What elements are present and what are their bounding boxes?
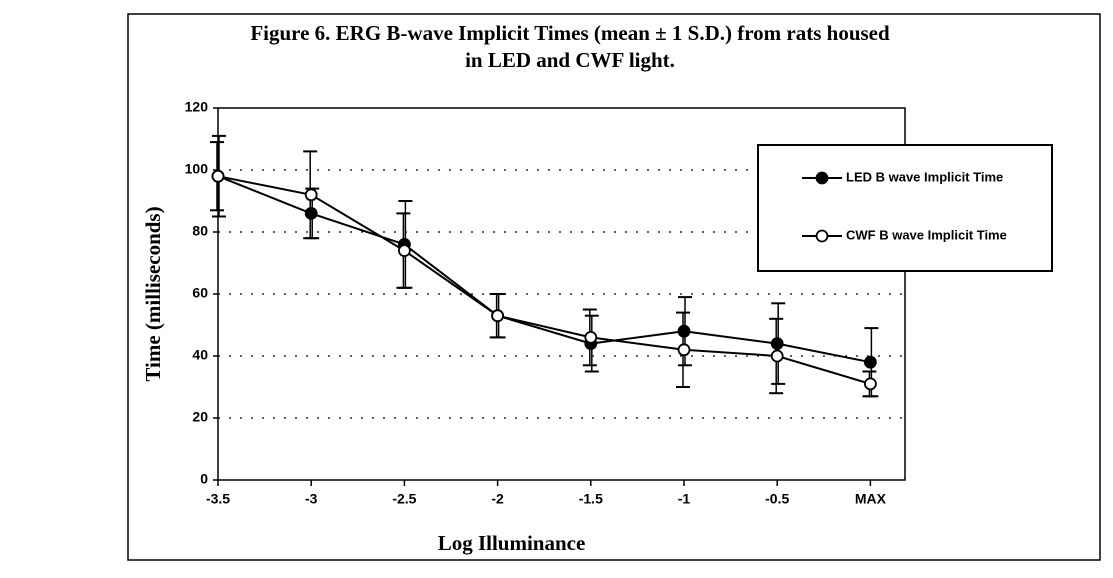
- legend-marker: [815, 229, 829, 243]
- y-axis-title: Time (milliseconds): [141, 206, 165, 381]
- x-tick-label: -2: [491, 491, 504, 507]
- chart-title: Figure 6. ERG B-wave Implicit Times (mea…: [250, 21, 890, 72]
- data-point: [491, 309, 505, 323]
- y-tick-label: 40: [192, 347, 208, 363]
- y-tick-label: 100: [185, 161, 209, 177]
- data-point: [304, 188, 318, 202]
- data-point: [864, 355, 877, 369]
- x-tick-label: MAX: [855, 491, 887, 507]
- legend-label: CWF B wave Implicit Time: [846, 227, 1007, 242]
- data-point: [677, 324, 691, 338]
- x-tick-label: -1.5: [579, 491, 603, 507]
- y-tick-label: 0: [200, 471, 208, 487]
- data-point: [864, 377, 877, 391]
- data-point: [304, 206, 318, 220]
- legend-marker: [815, 171, 829, 185]
- y-tick-label: 20: [192, 409, 208, 425]
- data-point: [397, 244, 411, 258]
- y-tick-label: 80: [192, 223, 208, 239]
- x-tick-label: -3: [305, 491, 318, 507]
- data-point: [211, 169, 225, 183]
- x-tick-label: -3.5: [206, 491, 230, 507]
- x-tick-label: -1: [678, 491, 691, 507]
- legend-box: [757, 144, 1053, 272]
- legend-label: LED B wave Implicit Time: [846, 169, 1003, 184]
- chart-frame: [127, 13, 1101, 561]
- x-tick-label: -2.5: [392, 491, 416, 507]
- data-point: [677, 343, 691, 357]
- y-tick-label: 120: [185, 99, 209, 115]
- x-axis-title: Log Illuminance: [438, 531, 586, 555]
- y-tick-label: 60: [192, 285, 208, 301]
- data-point: [584, 330, 598, 344]
- data-point: [770, 337, 784, 351]
- series-line: [217, 175, 871, 385]
- x-tick-label: -0.5: [765, 491, 789, 507]
- data-point: [770, 349, 784, 363]
- series-line: [217, 175, 871, 364]
